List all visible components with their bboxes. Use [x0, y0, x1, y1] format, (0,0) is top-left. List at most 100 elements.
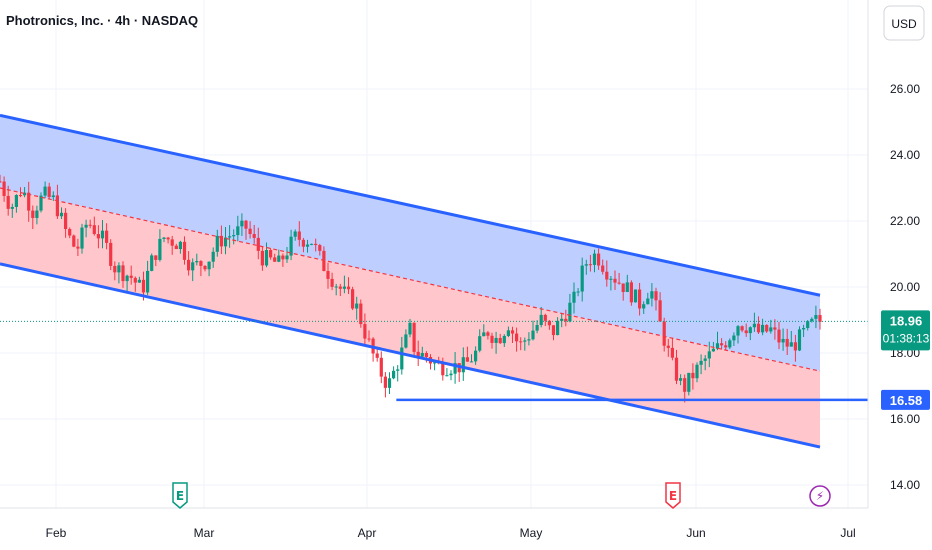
candle	[252, 224, 256, 244]
candle	[478, 329, 482, 353]
candle	[543, 313, 547, 327]
time-tick-label: Jul	[840, 526, 855, 540]
candle	[465, 346, 469, 362]
candle	[117, 262, 121, 284]
candle	[367, 330, 371, 342]
candle	[695, 362, 699, 383]
candle	[285, 247, 289, 263]
candle	[818, 308, 822, 330]
candle	[670, 337, 674, 361]
candle	[305, 239, 310, 253]
candle	[449, 370, 453, 381]
candle	[785, 328, 789, 356]
candle	[228, 225, 232, 248]
candle	[654, 287, 658, 311]
candle	[510, 326, 515, 343]
candle	[679, 374, 683, 386]
candle	[256, 227, 260, 260]
candle	[64, 208, 68, 238]
candle	[597, 248, 601, 270]
candle	[756, 316, 761, 335]
candle	[482, 324, 486, 337]
candle	[556, 317, 560, 336]
candle	[72, 234, 76, 248]
candle	[137, 276, 141, 283]
time-tick-label: Feb	[46, 526, 67, 540]
candle	[609, 276, 613, 291]
currency-button[interactable]: USD	[883, 5, 925, 41]
candle	[633, 289, 638, 303]
support-level-badge: 16.58	[881, 389, 930, 410]
event-markers[interactable]: E E ⚡	[172, 482, 831, 509]
candle	[638, 282, 642, 316]
earnings-event-icon[interactable]: E	[172, 482, 188, 509]
price-tick-label: 16.00	[890, 412, 920, 426]
candle	[584, 259, 588, 275]
chart-title: Photronics, Inc. · 4h · NASDAQ	[6, 13, 198, 28]
candle	[490, 332, 494, 349]
candle	[326, 262, 330, 289]
candle	[31, 205, 35, 230]
candle	[2, 176, 6, 202]
candle	[802, 324, 806, 338]
candle	[445, 368, 449, 377]
candle	[273, 253, 277, 262]
candle	[269, 248, 273, 260]
candle	[371, 337, 375, 362]
candle	[736, 324, 740, 344]
candle	[23, 187, 27, 198]
candle	[789, 330, 793, 347]
candle	[674, 349, 679, 385]
candle	[453, 352, 457, 384]
candle	[752, 312, 756, 332]
candle	[174, 243, 178, 250]
candle	[568, 293, 572, 323]
candle	[469, 354, 474, 363]
candle	[404, 329, 408, 349]
candle	[396, 365, 400, 382]
candle	[564, 309, 568, 327]
candle	[162, 237, 166, 243]
candle	[560, 313, 564, 328]
time-tick-label: Apr	[358, 526, 377, 540]
candle	[691, 363, 695, 390]
last-price-value: 18.96	[890, 313, 923, 328]
candle	[732, 332, 736, 346]
candle	[592, 249, 597, 273]
candle	[715, 331, 720, 351]
candle	[219, 225, 223, 255]
candle	[699, 354, 703, 375]
candle	[498, 333, 502, 345]
candle	[244, 219, 248, 240]
channel-middle-line[interactable]	[0, 187, 821, 372]
event-glyph: E	[669, 489, 677, 503]
dividend-event-icon[interactable]: ⚡	[809, 485, 831, 507]
candle	[765, 324, 769, 333]
candle	[203, 265, 207, 272]
candle	[342, 275, 346, 294]
candle	[158, 229, 162, 262]
time-axis[interactable]: Feb Mar Apr May Jun Jul	[46, 526, 856, 540]
candle	[392, 366, 396, 380]
channel-upper-line[interactable]	[0, 113, 821, 297]
channel-lower-line[interactable]	[0, 262, 821, 449]
candle	[88, 219, 92, 229]
price-tick-label: 26.00	[890, 82, 920, 96]
candle	[383, 372, 387, 398]
candle	[539, 306, 543, 328]
event-glyph: ⚡	[816, 489, 824, 503]
candle	[211, 247, 215, 268]
candle	[100, 219, 105, 249]
price-tick-label: 14.00	[890, 478, 920, 492]
candle	[232, 229, 236, 245]
price-tick-label: 24.00	[890, 148, 920, 162]
candle	[76, 238, 80, 257]
candle	[720, 338, 724, 350]
candle	[59, 207, 64, 219]
candle	[814, 305, 818, 329]
candle	[687, 372, 691, 396]
earnings-event-icon[interactable]: E	[665, 482, 681, 509]
candle	[506, 326, 510, 338]
